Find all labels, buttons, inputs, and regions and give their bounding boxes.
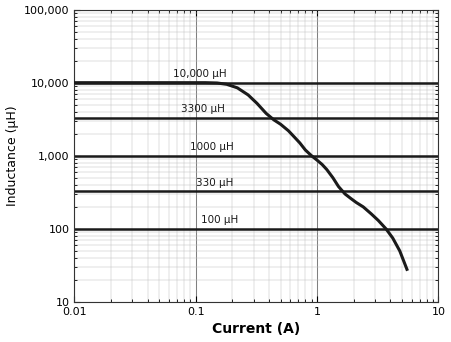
X-axis label: Current (A): Current (A) bbox=[212, 323, 300, 337]
Text: 10,000 μH: 10,000 μH bbox=[173, 69, 227, 79]
Text: 330 μH: 330 μH bbox=[196, 177, 233, 188]
Text: 3300 μH: 3300 μH bbox=[181, 104, 225, 115]
Text: 1000 μH: 1000 μH bbox=[190, 142, 234, 152]
Text: 100 μH: 100 μH bbox=[201, 215, 238, 225]
Y-axis label: Inductance (μH): Inductance (μH) bbox=[5, 105, 18, 206]
